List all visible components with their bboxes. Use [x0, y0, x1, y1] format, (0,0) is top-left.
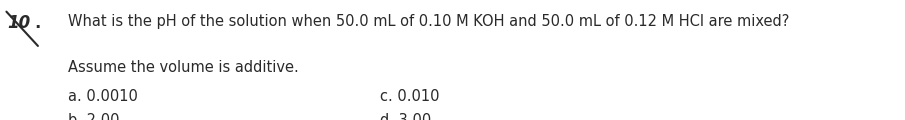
Text: .: . — [34, 14, 41, 32]
Text: What is the pH of the solution when 50.0 mL of 0.10 M KOH and 50.0 mL of 0.12 M : What is the pH of the solution when 50.0… — [68, 14, 789, 29]
Text: 10: 10 — [7, 14, 31, 32]
Text: c. 0.010: c. 0.010 — [380, 89, 440, 104]
Text: d. 3.00: d. 3.00 — [380, 113, 432, 120]
Text: b. 2.00: b. 2.00 — [68, 113, 119, 120]
Text: a. 0.0010: a. 0.0010 — [68, 89, 138, 104]
Text: Assume the volume is additive.: Assume the volume is additive. — [68, 60, 299, 75]
